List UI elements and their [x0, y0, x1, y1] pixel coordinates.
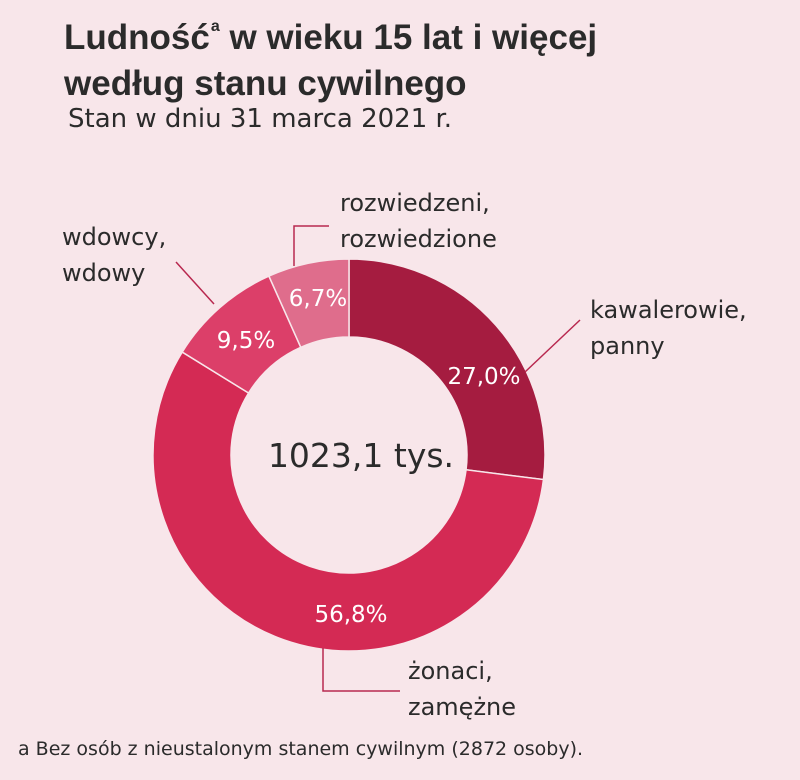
slice-category-label: wdowy	[62, 259, 145, 287]
title-rest: w wieku 15 lat i więcej	[219, 18, 598, 57]
slice-category-label: wdowcy,	[62, 223, 166, 251]
donut-slice	[152, 351, 545, 652]
slice-value-label: 27,0%	[447, 364, 520, 390]
slice-category-label: rozwiedzeni,	[340, 189, 490, 217]
donut-center-total: 1023,1 tys.	[268, 436, 454, 475]
leader-line	[293, 225, 329, 266]
footnote: a Bez osób z nieustalonym stanem cywilny…	[18, 738, 584, 760]
chart-title: Ludnośća w wieku 15 lat i więcej według …	[64, 4, 764, 107]
slice-value-label: 9,5%	[217, 328, 275, 354]
slice-value-label: 6,7%	[289, 286, 347, 312]
slice-category-label: żonaci,	[408, 657, 493, 685]
leader-line	[175, 261, 215, 305]
title-main: Ludność	[64, 18, 210, 57]
donut-slice	[267, 258, 350, 349]
slice-category-label: kawalerowie,	[590, 296, 747, 324]
leader-line	[322, 648, 400, 692]
donut-slice	[348, 258, 546, 481]
title-line2: według stanu cywilnego	[64, 64, 467, 103]
slice-category-label: rozwiedzione	[340, 225, 497, 253]
slice-category-label: panny	[590, 332, 665, 360]
title-footnote-marker: a	[210, 18, 220, 35]
slice-value-label: 56,8%	[314, 602, 387, 628]
chart-subtitle: Stan w dniu 31 marca 2021 r.	[68, 104, 453, 134]
leader-line	[524, 319, 581, 373]
slice-category-label: zamężne	[408, 693, 516, 721]
